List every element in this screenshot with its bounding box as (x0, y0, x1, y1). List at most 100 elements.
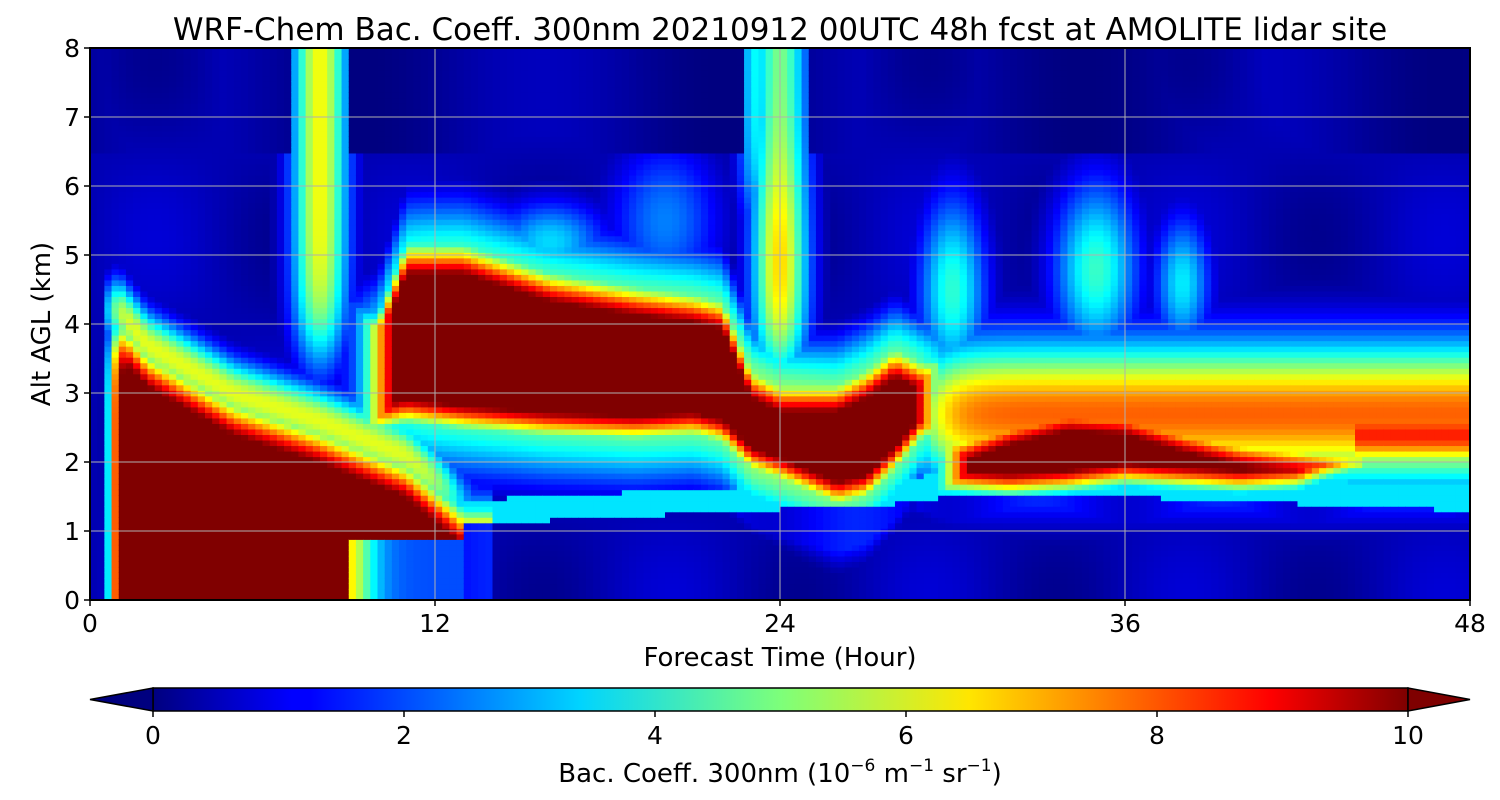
heatmap-cell (154, 81, 163, 88)
heatmap-cell (298, 445, 307, 452)
heatmap-cell (363, 235, 371, 242)
heatmap-cell (355, 70, 364, 77)
heatmap-cell (226, 340, 235, 347)
heatmap-cell (341, 191, 350, 198)
heatmap-cell (226, 577, 235, 585)
heatmap-cell (341, 384, 350, 391)
heatmap-cell (183, 555, 192, 562)
heatmap-cell (284, 307, 292, 314)
heatmap-cell (341, 495, 350, 502)
heatmap-cell (420, 351, 429, 358)
heatmap-cell (219, 169, 228, 176)
heatmap-cell (147, 583, 156, 590)
heatmap-cell (341, 335, 350, 342)
heatmap-cell (305, 130, 314, 137)
heatmap-cell (233, 279, 242, 286)
heatmap-cell (399, 230, 407, 237)
heatmap-cell (262, 219, 271, 226)
heatmap-cell (111, 48, 120, 55)
heatmap-cell (406, 500, 415, 507)
heatmap-cell (97, 48, 105, 55)
heatmap-cell (377, 533, 386, 540)
heatmap-cell (111, 401, 120, 408)
heatmap-cell (205, 412, 213, 419)
heatmap-cell (133, 572, 141, 579)
heatmap-cell (197, 484, 206, 491)
heatmap-cell (97, 64, 105, 71)
heatmap-cell (212, 467, 220, 474)
heatmap-cell (312, 235, 321, 242)
heatmap-cell (125, 197, 134, 204)
heatmap-cell (420, 539, 429, 546)
heatmap-cell (240, 550, 249, 557)
heatmap-cell (327, 285, 335, 292)
heatmap-cell (291, 412, 300, 419)
heatmap-cell (298, 583, 307, 590)
heatmap-cell (90, 186, 98, 193)
heatmap-cell (442, 522, 450, 529)
heatmap-cell (384, 92, 393, 99)
heatmap-cell (291, 64, 300, 71)
heatmap-cell (125, 312, 134, 320)
heatmap-cell (442, 186, 450, 193)
heatmap-cell (169, 566, 177, 573)
heatmap-cell (190, 384, 199, 391)
heatmap-cell (420, 445, 429, 452)
heatmap-cell (219, 103, 228, 110)
heatmap-cell (176, 158, 185, 165)
heatmap-cell (370, 119, 379, 126)
heatmap-cell (154, 335, 163, 342)
heatmap-cell (197, 517, 206, 524)
heatmap-cell (161, 186, 170, 193)
heatmap-cell (255, 373, 264, 380)
heatmap-cell (399, 312, 407, 320)
heatmap-cell (320, 285, 328, 292)
heatmap-cell (169, 81, 177, 88)
heatmap-cell (90, 572, 98, 579)
heatmap-cell (442, 533, 450, 540)
heatmap-cell (269, 335, 278, 342)
heatmap-cell (90, 279, 98, 286)
heatmap-cell (276, 522, 285, 529)
heatmap-cell (212, 312, 220, 320)
heatmap-cell (140, 324, 149, 331)
heatmap-cell (125, 285, 134, 292)
heatmap-cell (276, 340, 285, 347)
heatmap-cell (341, 401, 350, 408)
heatmap-cell (97, 423, 105, 430)
heatmap-cell (391, 186, 400, 193)
heatmap-cell (147, 197, 156, 204)
heatmap-cell (406, 335, 415, 342)
heatmap-cell (334, 588, 343, 596)
heatmap-cell (284, 257, 292, 264)
heatmap-cell (161, 230, 170, 237)
heatmap-cell (276, 197, 285, 204)
heatmap-cell (312, 86, 321, 93)
heatmap-cell (197, 141, 206, 148)
heatmap-cell (305, 506, 314, 513)
heatmap-cell (125, 235, 134, 242)
heatmap-cell (240, 346, 249, 353)
heatmap-cell (435, 329, 443, 336)
heatmap-cell (363, 169, 371, 176)
heatmap-cell (125, 86, 134, 93)
heatmap-cell (183, 197, 192, 204)
heatmap-cell (391, 307, 400, 314)
heatmap-cell (262, 439, 271, 447)
heatmap-cell (320, 428, 328, 435)
heatmap-cell (284, 53, 292, 60)
heatmap-cell (377, 274, 386, 281)
heatmap-cell (384, 406, 393, 413)
heatmap-cell (118, 219, 127, 226)
heatmap-cell (133, 533, 141, 540)
heatmap-cell (97, 577, 105, 585)
heatmap-cell (370, 357, 379, 364)
heatmap-cell (384, 301, 393, 309)
heatmap-cell (406, 357, 415, 364)
heatmap-cell (97, 213, 105, 220)
heatmap-cell (377, 285, 386, 292)
heatmap-cell (97, 274, 105, 281)
heatmap-cell (197, 346, 206, 353)
heatmap-cell (125, 517, 134, 524)
heatmap-cell (147, 467, 156, 474)
